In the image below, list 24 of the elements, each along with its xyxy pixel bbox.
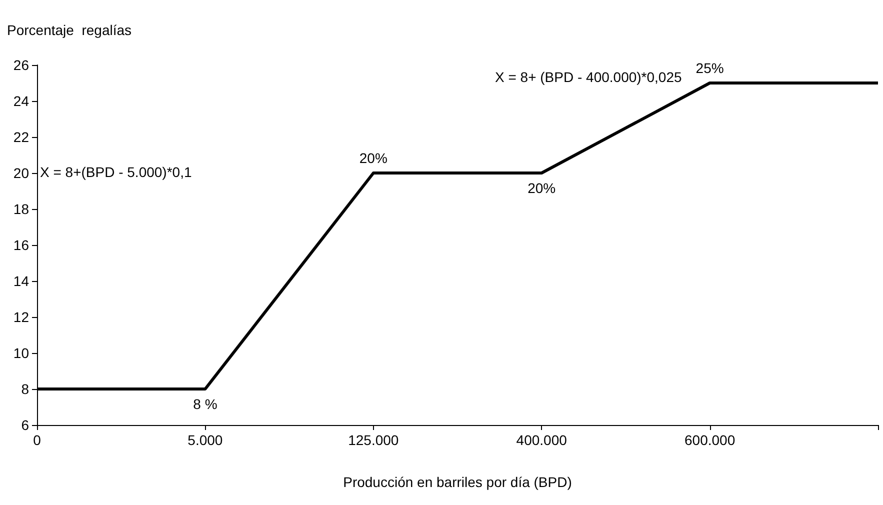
y-tick-label: 20 <box>13 165 30 181</box>
y-tick-label: 12 <box>13 309 30 325</box>
x-tick-label: 600.000 <box>684 432 736 448</box>
annotation: X = 8+ (BPD - 400.000)*0,025 <box>495 69 682 85</box>
data-label: 20% <box>359 150 388 166</box>
y-tick-label: 24 <box>13 93 30 109</box>
y-tick-label: 18 <box>13 201 30 217</box>
y-tick-label: 14 <box>13 273 30 289</box>
x-tick-label: 125.000 <box>348 432 399 448</box>
y-axis-title: Porcentaje regalías <box>7 22 132 38</box>
y-tick-label: 10 <box>13 345 30 361</box>
data-label: 8 % <box>193 396 218 412</box>
y-tick-label: 26 <box>13 57 30 73</box>
y-tick-label: 22 <box>13 129 30 145</box>
x-tick-label: 400.000 <box>516 432 568 448</box>
x-axis-title: Producción en barriles por día (BPD) <box>343 474 572 490</box>
x-tick-label: 5.000 <box>188 432 223 448</box>
data-label: 25% <box>696 60 724 76</box>
y-tick-label: 8 <box>21 381 30 397</box>
x-tick-label: 0 <box>33 432 42 448</box>
data-label: 20% <box>528 180 556 196</box>
y-tick-label: 16 <box>13 237 30 253</box>
annotation: X = 8+(BPD - 5.000)*0,1 <box>40 164 192 180</box>
y-tick-label: 6 <box>21 417 30 433</box>
